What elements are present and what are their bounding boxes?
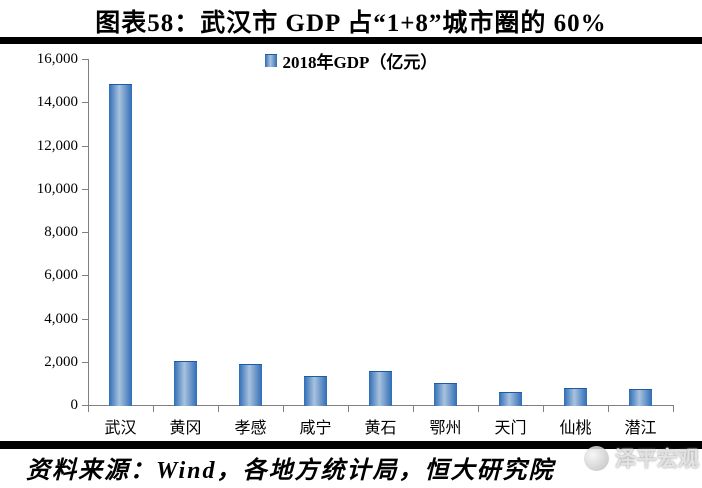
y-axis-label: 14,000: [36, 94, 78, 111]
x-category-label: 天门: [494, 420, 527, 437]
watermark-text: 泽平宏观: [615, 447, 699, 471]
bar-武汉: [109, 84, 132, 406]
legend-swatch-icon: [264, 53, 277, 67]
x-axis-tick: [88, 406, 89, 412]
y-axis-label: 4,000: [44, 310, 78, 327]
y-axis-tick: [82, 275, 88, 277]
y-axis-line: [88, 59, 89, 406]
source-text: 资料来源：Wind，各地方统计局，恒大研究院: [26, 458, 555, 484]
y-axis-label: 12,000: [36, 137, 78, 154]
bar-咸宁: [304, 376, 327, 406]
x-category-label: 黄石: [364, 420, 397, 437]
x-axis-tick: [543, 406, 544, 412]
brand-logo-icon: [584, 445, 609, 471]
x-category-label: 武汉: [104, 420, 137, 437]
x-axis-tick: [283, 406, 284, 412]
chart-legend: 2018年GDP（亿元）: [0, 50, 702, 72]
y-axis-label: 10,000: [36, 180, 78, 197]
bar-天门: [499, 392, 522, 406]
x-axis-tick: [413, 406, 414, 412]
y-axis-label: 2,000: [44, 353, 78, 370]
y-axis-tick: [82, 102, 88, 104]
bar-孝感: [239, 364, 262, 406]
legend-label: 2018年GDP（亿元）: [282, 52, 438, 72]
source-divider-rule: [0, 441, 702, 449]
y-axis-tick: [82, 318, 88, 320]
bar-鄂州: [434, 383, 457, 406]
x-axis-tick: [608, 406, 609, 412]
x-category-label: 咸宁: [299, 420, 332, 437]
x-axis-tick: [153, 406, 154, 412]
y-axis-label: 8,000: [44, 224, 78, 240]
plot-area: 0 2,000 4,000 6,000 8,000 10,000 12,000 14,000 1…: [37, 51, 674, 437]
bar-潜江: [629, 389, 652, 406]
page-title: 图表58：武汉市 GDP 占“1+8”城市圈的 60%: [95, 10, 607, 37]
bar-黄冈: [174, 361, 197, 406]
y-axis-tick: [82, 232, 88, 233]
x-axis-tick: [673, 406, 674, 412]
y-axis-tick: [82, 405, 88, 406]
x-category-label: 黄冈: [169, 420, 202, 437]
x-category-label: 鄂州: [429, 420, 462, 437]
bar-仙桃: [564, 388, 587, 406]
y-axis-tick: [82, 188, 88, 190]
x-axis-tick: [348, 406, 349, 412]
y-axis-label: 6,000: [44, 267, 78, 284]
y-axis-tick: [82, 145, 88, 147]
x-category-label: 仙桃: [559, 420, 592, 437]
y-axis-label: 16,000: [36, 51, 78, 67]
y-axis-tick: [82, 361, 88, 363]
x-category-label: 潜江: [624, 420, 657, 437]
x-axis-tick: [478, 406, 479, 412]
y-axis-tick: [82, 59, 88, 60]
x-category-label: 孝感: [234, 420, 267, 437]
y-axis-label: 0: [70, 397, 79, 413]
watermark: 泽平宏观: [584, 443, 699, 473]
bar-黄石: [369, 371, 392, 406]
title-divider-rule: [0, 37, 702, 44]
x-axis-tick: [218, 406, 219, 412]
